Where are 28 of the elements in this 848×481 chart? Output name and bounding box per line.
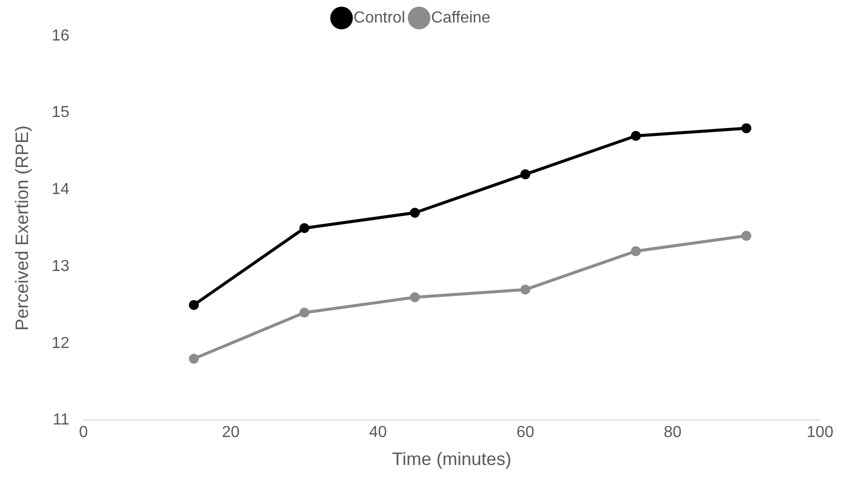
point	[299, 308, 310, 318]
x-tick-label: 40	[369, 424, 388, 442]
point	[630, 130, 641, 141]
legend-label: Caffeine	[431, 9, 491, 26]
y-axis-title: Perceived Exertion (RPE)	[12, 126, 32, 331]
y-tick-label: 15	[52, 104, 70, 122]
x-axis-title: Time (minutes)	[392, 449, 512, 470]
point	[188, 354, 199, 364]
x-tick-label: 100	[806, 424, 834, 442]
y-tick-label: 12	[52, 334, 70, 352]
point	[410, 292, 420, 302]
point	[520, 284, 530, 295]
point	[741, 123, 752, 134]
point	[741, 230, 752, 241]
point	[630, 246, 641, 256]
x-tick-label: 0	[78, 424, 88, 442]
x-tick-label: 20	[222, 424, 240, 442]
y-tick-label: 14	[52, 181, 70, 198]
y-tick-label: 11	[52, 412, 70, 429]
point	[410, 208, 420, 218]
y-tick-label: 13	[52, 258, 70, 275]
x-tick-label: 80	[664, 424, 682, 442]
point	[188, 300, 199, 310]
legend-label: Control	[354, 9, 406, 26]
y-tick-label: 16	[52, 27, 70, 44]
point	[520, 169, 530, 180]
point	[299, 223, 310, 234]
x-tick-label: 60	[516, 424, 534, 442]
